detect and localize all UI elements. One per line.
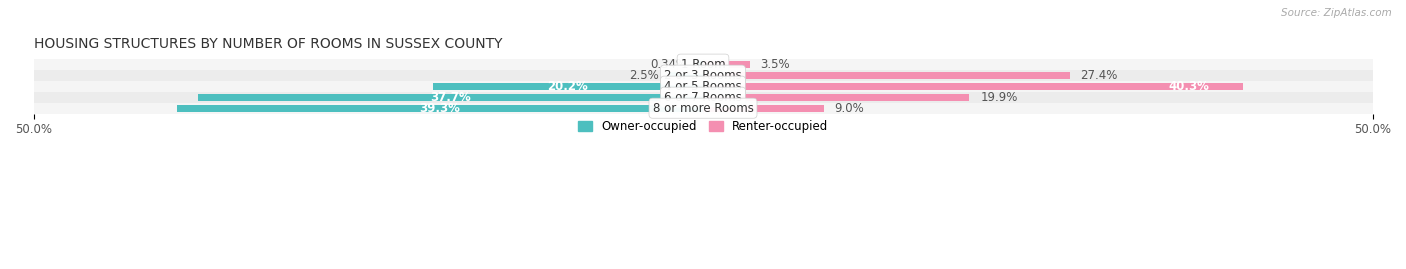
Text: 27.4%: 27.4% xyxy=(1081,69,1118,82)
Text: 20.2%: 20.2% xyxy=(547,80,588,93)
Bar xyxy=(703,94,970,101)
Text: Source: ZipAtlas.com: Source: ZipAtlas.com xyxy=(1281,8,1392,18)
Bar xyxy=(703,72,1070,79)
Text: 0.34%: 0.34% xyxy=(651,58,688,71)
Text: 8 or more Rooms: 8 or more Rooms xyxy=(652,102,754,115)
Text: 2 or 3 Rooms: 2 or 3 Rooms xyxy=(664,69,742,82)
Text: 37.7%: 37.7% xyxy=(430,91,471,104)
Bar xyxy=(177,105,703,112)
Text: 19.9%: 19.9% xyxy=(980,91,1018,104)
Text: 3.5%: 3.5% xyxy=(761,58,790,71)
Bar xyxy=(699,61,703,68)
Bar xyxy=(198,94,703,101)
Text: HOUSING STRUCTURES BY NUMBER OF ROOMS IN SUSSEX COUNTY: HOUSING STRUCTURES BY NUMBER OF ROOMS IN… xyxy=(34,37,502,51)
Bar xyxy=(34,92,1372,103)
Text: 9.0%: 9.0% xyxy=(834,102,863,115)
Bar xyxy=(703,105,824,112)
Bar xyxy=(34,103,1372,114)
Text: 2.5%: 2.5% xyxy=(628,69,659,82)
Bar xyxy=(433,83,703,90)
Bar xyxy=(34,70,1372,81)
Text: 39.3%: 39.3% xyxy=(419,102,460,115)
Text: 6 or 7 Rooms: 6 or 7 Rooms xyxy=(664,91,742,104)
Text: 1 Room: 1 Room xyxy=(681,58,725,71)
Bar xyxy=(669,72,703,79)
Bar xyxy=(703,61,749,68)
Bar xyxy=(34,59,1372,70)
Text: 40.3%: 40.3% xyxy=(1168,80,1209,93)
Legend: Owner-occupied, Renter-occupied: Owner-occupied, Renter-occupied xyxy=(572,116,834,138)
Bar xyxy=(703,83,1243,90)
Text: 4 or 5 Rooms: 4 or 5 Rooms xyxy=(664,80,742,93)
Bar xyxy=(34,81,1372,92)
